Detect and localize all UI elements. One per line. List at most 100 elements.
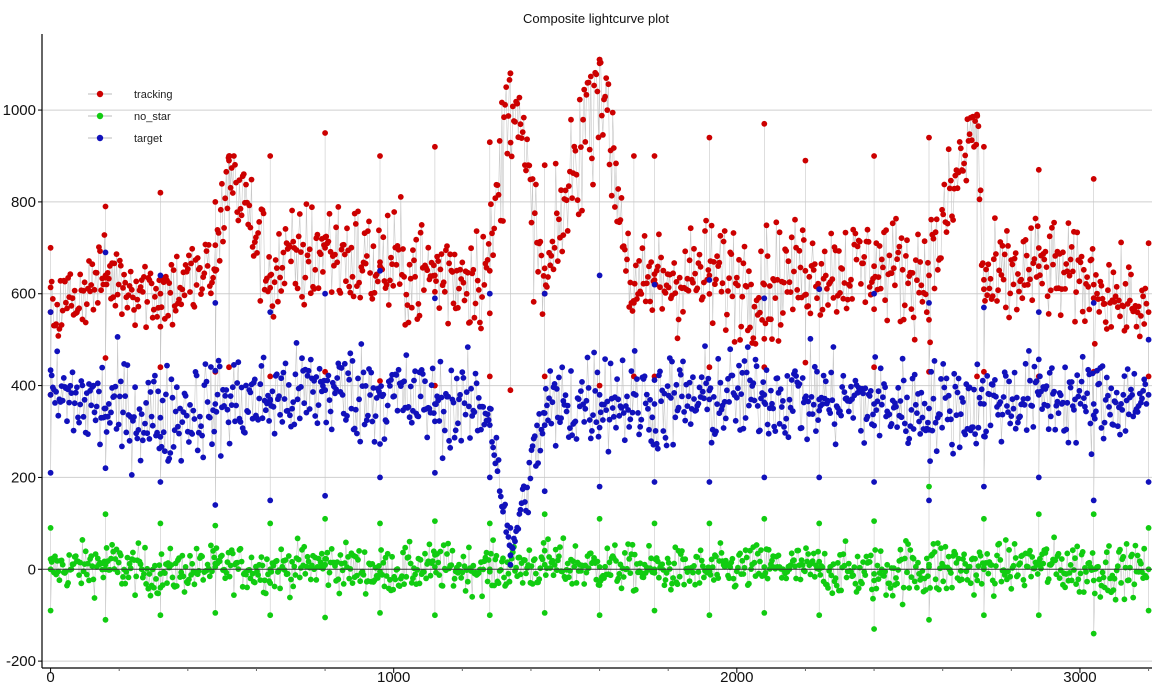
point-target xyxy=(706,277,713,283)
point-target xyxy=(941,384,948,391)
point-tracking xyxy=(998,272,1005,278)
point-tracking xyxy=(932,229,939,236)
point-tracking xyxy=(730,230,737,236)
point-no_star xyxy=(762,569,769,576)
point-target xyxy=(828,369,835,376)
point-target xyxy=(652,428,659,434)
point-tracking xyxy=(227,184,234,191)
point-no_star xyxy=(377,520,383,527)
point-tracking xyxy=(295,233,302,240)
point-no_star xyxy=(273,557,280,564)
point-target xyxy=(654,445,661,452)
point-target xyxy=(117,378,124,385)
point-target xyxy=(592,388,599,394)
point-tracking xyxy=(1135,303,1142,310)
point-target xyxy=(972,431,978,437)
point-tracking xyxy=(743,283,750,290)
point-tracking xyxy=(1011,255,1018,262)
point-no_star xyxy=(863,553,870,560)
point-tracking xyxy=(621,246,628,253)
point-tracking xyxy=(94,300,101,306)
series-points xyxy=(47,56,1152,637)
point-tracking xyxy=(320,269,326,275)
point-tracking xyxy=(643,280,650,287)
point-target xyxy=(981,483,987,490)
point-no_star xyxy=(403,573,410,580)
point-target xyxy=(698,374,705,381)
point-tracking xyxy=(1090,295,1097,302)
point-tracking xyxy=(63,299,69,306)
point-tracking xyxy=(541,373,548,380)
point-tracking xyxy=(888,270,895,277)
point-target xyxy=(895,384,902,391)
point-tracking xyxy=(993,251,999,257)
point-tracking xyxy=(720,238,727,245)
point-no_star xyxy=(1037,555,1043,562)
point-target xyxy=(159,397,166,404)
point-tracking xyxy=(475,287,482,293)
point-tracking xyxy=(783,248,790,254)
point-tracking xyxy=(438,251,445,257)
point-tracking xyxy=(416,312,423,319)
point-no_star xyxy=(222,575,229,582)
point-target xyxy=(450,399,457,406)
point-target xyxy=(277,411,283,418)
point-tracking xyxy=(322,244,328,251)
point-target xyxy=(380,391,387,398)
point-tracking xyxy=(58,322,65,328)
point-tracking xyxy=(718,288,725,295)
point-tracking xyxy=(311,286,317,292)
point-target xyxy=(348,405,355,412)
point-target xyxy=(596,272,603,279)
point-target xyxy=(276,393,282,400)
point-target xyxy=(914,410,920,416)
point-tracking xyxy=(500,218,506,224)
point-no_star xyxy=(238,558,245,565)
point-tracking xyxy=(216,257,223,264)
point-tracking xyxy=(508,153,515,160)
point-no_star xyxy=(926,564,932,570)
point-target xyxy=(877,365,884,372)
point-target xyxy=(686,379,693,386)
point-tracking xyxy=(1041,256,1048,263)
point-target xyxy=(209,441,215,448)
point-target xyxy=(1029,403,1036,409)
point-no_star xyxy=(557,544,563,550)
point-target xyxy=(815,417,821,423)
point-target xyxy=(1064,399,1071,406)
point-tracking xyxy=(1122,280,1129,287)
point-target xyxy=(1011,369,1018,376)
point-tracking xyxy=(926,134,932,141)
point-tracking xyxy=(411,257,417,264)
point-no_star xyxy=(255,572,261,578)
point-no_star xyxy=(602,563,608,570)
point-tracking xyxy=(604,107,611,113)
point-tracking xyxy=(267,153,274,159)
point-tracking xyxy=(390,282,397,289)
point-tracking xyxy=(684,275,691,282)
point-no_star xyxy=(877,548,884,554)
point-no_star xyxy=(141,571,147,577)
point-no_star xyxy=(290,583,297,590)
point-no_star xyxy=(881,573,887,579)
point-no_star xyxy=(1106,543,1112,549)
point-tracking xyxy=(184,266,191,272)
point-target xyxy=(258,363,265,369)
point-tracking xyxy=(117,262,124,269)
point-no_star xyxy=(132,592,139,599)
point-target xyxy=(553,386,560,392)
point-target xyxy=(970,424,976,431)
point-target xyxy=(60,375,67,381)
point-target xyxy=(372,413,379,419)
point-no_star xyxy=(923,555,930,562)
point-tracking xyxy=(687,225,694,232)
point-target xyxy=(866,393,873,399)
point-target xyxy=(552,442,559,449)
point-target xyxy=(233,402,240,409)
point-tracking xyxy=(739,293,746,300)
point-tracking xyxy=(1141,321,1148,327)
point-tracking xyxy=(71,287,78,294)
point-tracking xyxy=(506,77,513,83)
point-no_star xyxy=(843,574,850,581)
point-target xyxy=(341,360,348,367)
